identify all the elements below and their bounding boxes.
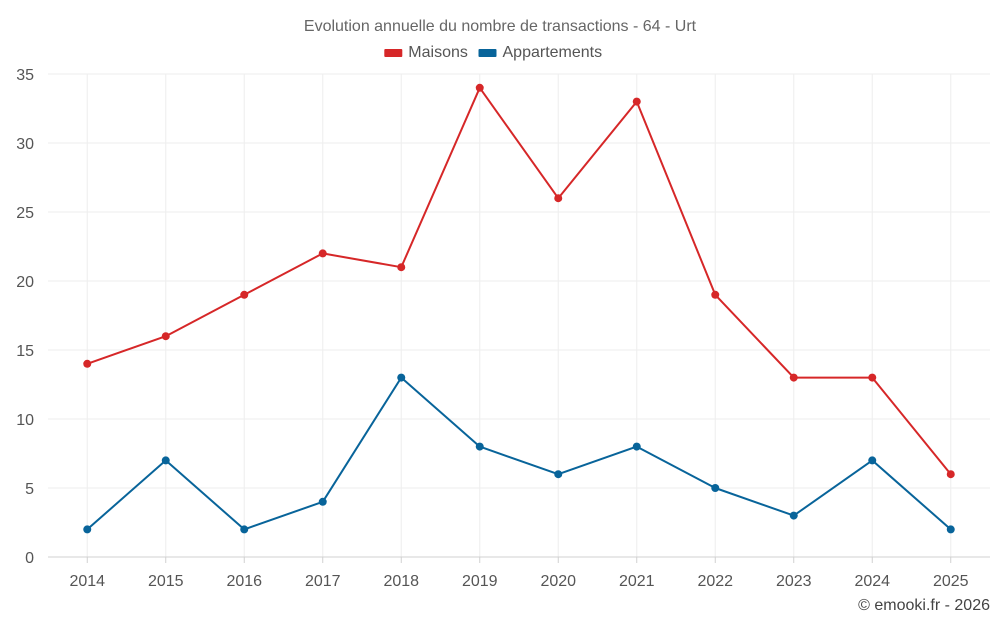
- legend-swatch: [478, 49, 497, 57]
- legend-item-appartements[interactable]: Appartements: [478, 44, 603, 61]
- data-point[interactable]: [868, 456, 877, 465]
- data-point[interactable]: [554, 194, 563, 203]
- chart-title: Evolution annuelle du nombre de transact…: [304, 18, 697, 35]
- data-point[interactable]: [632, 97, 641, 106]
- legend-swatch: [384, 49, 403, 57]
- data-point[interactable]: [318, 497, 327, 506]
- x-tick-label: 2016: [226, 573, 262, 590]
- y-tick-label: 10: [16, 412, 34, 429]
- x-tick-label: 2021: [619, 573, 655, 590]
- series-layer: [83, 83, 955, 534]
- x-tick-label: 2017: [305, 573, 341, 590]
- x-tick-label: 2022: [697, 573, 733, 590]
- data-point[interactable]: [711, 290, 720, 299]
- data-point[interactable]: [868, 373, 877, 382]
- data-point[interactable]: [83, 359, 92, 368]
- data-point[interactable]: [711, 484, 720, 492]
- x-tick-label: 2024: [854, 573, 890, 590]
- y-tick-label: 25: [16, 205, 34, 222]
- grid: [48, 73, 990, 558]
- x-tick-label: 2014: [69, 573, 105, 590]
- y-tick-label: 35: [16, 67, 34, 84]
- data-point[interactable]: [161, 456, 170, 465]
- y-tick-label: 20: [16, 274, 34, 291]
- x-tick-label: 2019: [462, 573, 498, 590]
- series-line: [86, 376, 952, 531]
- data-point[interactable]: [946, 470, 955, 479]
- legend-label: Maisons: [408, 44, 468, 61]
- data-point[interactable]: [397, 263, 406, 272]
- data-point[interactable]: [789, 511, 798, 520]
- data-point[interactable]: [397, 373, 406, 382]
- x-tick-label: 2020: [540, 573, 576, 590]
- legend-item-maisons[interactable]: Maisons: [384, 44, 468, 61]
- y-tick-label: 5: [25, 481, 34, 498]
- legend: Maisons Appartements: [384, 44, 602, 61]
- x-tick-label: 2023: [776, 573, 812, 590]
- data-point[interactable]: [475, 442, 484, 451]
- data-point[interactable]: [554, 470, 563, 479]
- series-maisons: [83, 83, 955, 479]
- legend-label: Appartements: [503, 44, 603, 61]
- x-tick-label: 2015: [148, 573, 184, 590]
- y-tick-label: 30: [16, 136, 34, 153]
- data-point[interactable]: [240, 525, 249, 534]
- x-tick-label: 2025: [933, 573, 969, 590]
- data-point[interactable]: [318, 249, 327, 258]
- chart-credit: © emooki.fr - 2026: [858, 597, 990, 614]
- data-point[interactable]: [240, 290, 249, 299]
- data-point[interactable]: [789, 373, 798, 382]
- data-point[interactable]: [946, 525, 955, 534]
- data-point[interactable]: [475, 83, 484, 92]
- data-point[interactable]: [161, 332, 170, 341]
- series-line: [86, 86, 952, 475]
- data-point[interactable]: [83, 525, 92, 534]
- y-tick-label: 0: [25, 550, 34, 567]
- data-point[interactable]: [632, 442, 641, 451]
- y-tick-label: 15: [16, 343, 34, 360]
- x-tick-label: 2018: [383, 573, 419, 590]
- series-appartements: [83, 373, 955, 534]
